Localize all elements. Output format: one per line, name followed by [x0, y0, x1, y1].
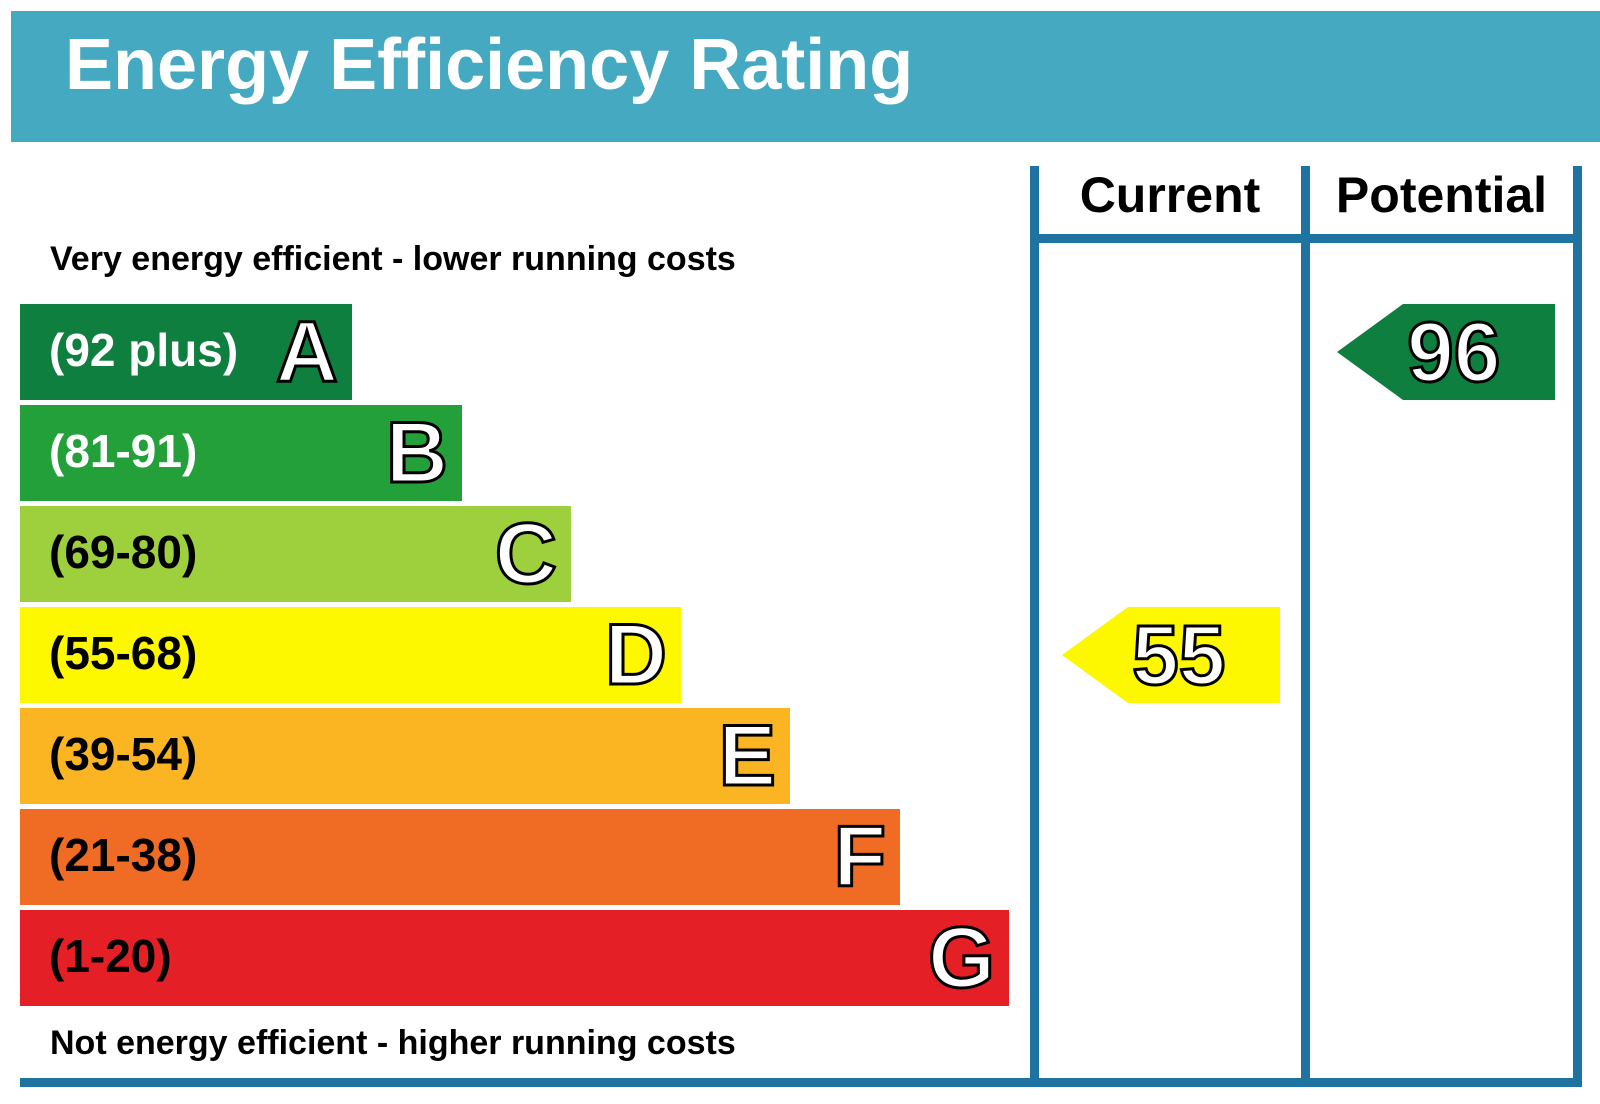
- band-f: (21-38) F: [20, 809, 900, 905]
- band-letter: F: [832, 809, 888, 905]
- potential-rating-value: 96: [1405, 305, 1501, 399]
- band-e: (39-54) E: [20, 708, 790, 804]
- band-range-label: (55-68): [49, 627, 198, 679]
- top-caption: Very energy efficient - lower running co…: [50, 240, 736, 278]
- current-arrow-shape: [1062, 607, 1280, 703]
- header-banner: Energy Efficiency Rating: [11, 11, 1600, 142]
- band-range-label: (92 plus): [49, 324, 239, 376]
- band-g: (1-20) G: [20, 910, 1009, 1006]
- band-b: (81-91) B: [20, 405, 462, 501]
- band-range-label: (81-91): [49, 425, 198, 477]
- band-d: (55-68) D: [20, 607, 681, 703]
- bottom-caption: Not energy efficient - higher running co…: [50, 1024, 736, 1062]
- band-letter: E: [717, 708, 777, 804]
- band-a: (92 plus) A: [20, 304, 352, 400]
- band-c: (69-80) C: [20, 506, 571, 602]
- current-rating-arrow: 55: [1062, 607, 1280, 703]
- current-column-header: Current: [1079, 167, 1261, 223]
- frame-line-header: [1030, 234, 1582, 243]
- frame-line-bottom: [20, 1078, 1582, 1087]
- band-letter: D: [603, 607, 668, 703]
- frame-line-middle: [1301, 166, 1310, 1079]
- current-rating-value: 55: [1130, 608, 1226, 702]
- potential-column-header: Potential: [1335, 167, 1548, 223]
- page-title: Energy Efficiency Rating: [65, 25, 914, 105]
- potential-arrow-shape: [1337, 304, 1555, 400]
- band-letter: B: [384, 405, 449, 501]
- band-range-label: (1-20): [49, 930, 172, 982]
- frame-line-left: [1030, 166, 1039, 1079]
- band-range-label: (39-54): [49, 728, 198, 780]
- band-letter: C: [493, 506, 558, 602]
- frame-line-right: [1573, 166, 1582, 1079]
- band-range-label: (21-38): [49, 829, 198, 881]
- band-range-label: (69-80): [49, 526, 198, 578]
- band-letter: G: [927, 910, 997, 1006]
- potential-rating-arrow: 96: [1337, 304, 1555, 400]
- band-letter: A: [274, 304, 339, 400]
